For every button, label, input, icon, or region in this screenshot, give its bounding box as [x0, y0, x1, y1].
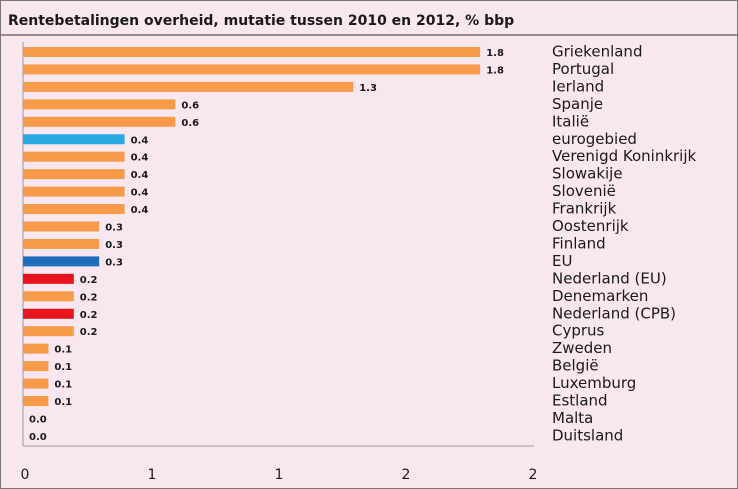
bar — [23, 116, 176, 127]
value-label: 0.1 — [54, 380, 72, 391]
category-label: Cyprus — [552, 322, 605, 340]
category-label: Frankrijk — [552, 200, 617, 218]
category-label: België — [552, 357, 599, 375]
bar — [23, 238, 100, 249]
bar — [23, 308, 74, 319]
category-label: Portugal — [552, 60, 614, 78]
bar — [23, 99, 176, 110]
value-label: 0.4 — [131, 188, 149, 199]
category-label: Nederland (CPB) — [552, 304, 676, 322]
bar — [23, 204, 125, 215]
category-label: Verenigd Koninkrijk — [552, 147, 697, 165]
category-label: Malta — [552, 409, 593, 427]
category-label: EU — [552, 252, 572, 270]
bar — [23, 343, 49, 354]
value-label: 0.4 — [131, 135, 149, 146]
value-label: 0.0 — [29, 432, 47, 443]
bar — [23, 256, 100, 267]
category-label: Finland — [552, 234, 606, 252]
value-label: 0.4 — [131, 170, 149, 181]
value-label: 0.6 — [181, 118, 199, 129]
bar — [23, 291, 74, 302]
bar — [23, 151, 125, 162]
value-label: 0.6 — [181, 100, 199, 111]
value-label: 1.8 — [486, 65, 504, 76]
value-label: 1.3 — [359, 83, 377, 94]
bar — [23, 134, 125, 145]
category-label: Spanje — [552, 95, 603, 113]
category-label: Slowakije — [552, 165, 623, 183]
category-label: Griekenland — [552, 43, 642, 61]
category-label: Ierland — [552, 77, 604, 95]
value-label: 0.3 — [105, 223, 123, 234]
category-label: Estland — [552, 392, 608, 410]
value-label: 0.3 — [105, 257, 123, 268]
value-label: 0.2 — [80, 327, 98, 338]
value-label: 0.3 — [105, 240, 123, 251]
category-label: Luxemburg — [552, 374, 636, 392]
value-label: 0.2 — [80, 275, 98, 286]
value-label: 0.4 — [131, 153, 149, 164]
bar — [23, 396, 49, 406]
category-label: Duitsland — [552, 426, 623, 444]
value-label: 0.1 — [54, 397, 72, 408]
value-label: 1.8 — [486, 48, 504, 59]
category-label: Nederland (EU) — [552, 269, 667, 287]
x-tick-label: 1 — [275, 467, 284, 483]
category-label: Zweden — [552, 339, 612, 357]
x-tick-label: 2 — [529, 467, 538, 483]
x-tick-label: 2 — [402, 467, 411, 483]
bar — [23, 221, 100, 232]
x-tick-label: 0 — [21, 467, 30, 483]
value-label: 0.1 — [54, 345, 72, 356]
bar — [23, 378, 49, 389]
bar — [23, 273, 74, 284]
bar — [23, 64, 481, 75]
value-label: 0.2 — [80, 310, 98, 321]
value-label: 0.2 — [80, 292, 98, 303]
value-label: 0.1 — [54, 362, 72, 373]
bar — [23, 186, 125, 197]
category-label: Denemarken — [552, 287, 648, 305]
value-label: 0.4 — [131, 205, 149, 216]
bar — [23, 47, 481, 57]
bar — [23, 81, 354, 92]
category-label: Oostenrijk — [552, 217, 629, 235]
bar — [23, 361, 49, 372]
chart-title: Rentebetalingen overheid, mutatie tussen… — [8, 13, 514, 29]
bar — [23, 326, 74, 337]
bar — [23, 169, 125, 180]
value-label: 0.0 — [29, 414, 47, 425]
x-tick-label: 1 — [148, 467, 157, 483]
category-label: Italië — [552, 112, 589, 130]
category-label: Slovenië — [552, 182, 616, 200]
category-label: eurogebied — [552, 130, 637, 148]
